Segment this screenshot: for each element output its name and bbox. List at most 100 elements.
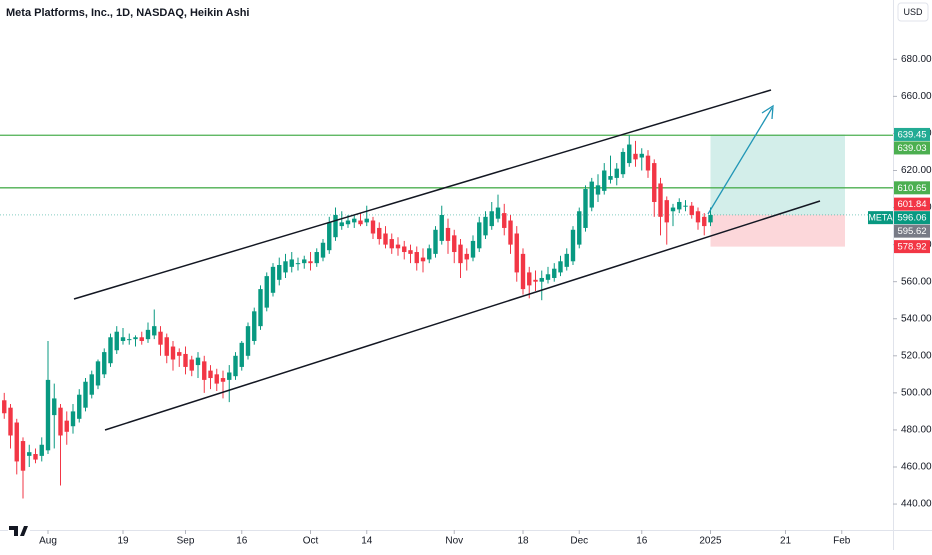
y-tick-label: 660.00 <box>901 91 932 102</box>
candle-body <box>339 222 344 227</box>
price-label-bg <box>894 211 930 225</box>
x-tick-label: 21 <box>780 536 792 547</box>
candle-body <box>708 214 713 223</box>
candle-body <box>695 211 701 223</box>
candle-body <box>358 220 363 225</box>
x-tick-label: 2025 <box>699 536 722 547</box>
candle-body <box>89 374 94 395</box>
candle-body <box>539 277 544 282</box>
candle-body <box>445 227 451 241</box>
candle-body <box>58 407 63 436</box>
candle-body <box>483 216 488 236</box>
y-tick-label: 560.00 <box>901 276 932 287</box>
candle-body <box>327 222 332 251</box>
price-label-bg <box>894 224 930 238</box>
x-tick-label: 19 <box>117 536 129 547</box>
price-label-bg <box>894 240 930 254</box>
candle-body <box>208 370 213 379</box>
candle-body <box>64 420 69 432</box>
y-tick-label: 480.00 <box>901 425 932 436</box>
x-tick-label: Sep <box>177 536 195 547</box>
channel-lower[interactable] <box>104 200 821 431</box>
candle-body <box>252 311 257 341</box>
x-tick-label: Aug <box>39 536 57 547</box>
currency[interactable]: USD <box>903 7 923 17</box>
candle-body <box>127 339 132 341</box>
logo-mark <box>9 526 28 536</box>
candle-body <box>214 374 219 384</box>
x-tick-label: Feb <box>833 536 851 547</box>
candle-body <box>420 257 426 262</box>
candle-body <box>608 176 613 180</box>
candle-body <box>295 263 301 265</box>
candle-body <box>77 394 82 419</box>
candle-body <box>377 227 382 240</box>
candle-body <box>158 331 163 345</box>
stop-zone <box>710 214 845 247</box>
candle-body <box>577 211 582 245</box>
candle-body <box>27 452 32 456</box>
candle-body <box>545 274 551 280</box>
candle-body <box>33 454 38 460</box>
candle-body <box>52 398 57 416</box>
candle-body <box>614 168 619 178</box>
price-label: 595.62 <box>897 226 926 237</box>
candle-body <box>39 444 44 456</box>
candle-body <box>477 222 482 249</box>
candle-body <box>458 244 463 264</box>
price-label: 601.84 <box>897 199 926 210</box>
candle-body <box>70 411 76 427</box>
candle-body <box>683 205 688 207</box>
candle-body <box>308 261 313 264</box>
candle-body <box>558 261 563 273</box>
candle-body <box>564 253 569 267</box>
candle-body <box>395 244 401 249</box>
currency-box[interactable] <box>897 2 929 22</box>
price-label-bg <box>894 181 930 195</box>
candle-body <box>177 352 182 356</box>
candle-body <box>352 218 357 223</box>
candle-body <box>627 144 632 164</box>
candle-body <box>595 185 601 195</box>
candle-body <box>589 181 594 208</box>
price-labels: 639.45 639.03 610.65 601.84 596.06 META 595.62… <box>868 127 930 254</box>
candle-body <box>389 239 394 249</box>
drawings[interactable] <box>73 89 821 431</box>
candle-body <box>383 233 388 245</box>
candle-body <box>527 272 532 286</box>
candle-body <box>427 248 432 260</box>
price-label-bg <box>894 141 930 155</box>
candles <box>2 135 713 499</box>
logo[interactable] <box>8 524 30 538</box>
candle-body <box>470 240 476 258</box>
candle-body <box>570 229 576 262</box>
candle-body <box>345 220 351 225</box>
channel-upper[interactable] <box>73 89 772 300</box>
symbol-tag: META <box>868 213 892 223</box>
candle-body <box>677 201 682 210</box>
candle-body <box>95 361 101 386</box>
candle-body <box>220 378 226 382</box>
candle-body <box>664 200 669 223</box>
price-label: 639.45 <box>897 129 926 140</box>
candle-body <box>83 381 88 408</box>
symbol-tag-bg <box>868 211 893 225</box>
candle-body <box>333 214 338 238</box>
candle-body <box>464 253 469 260</box>
candle-body <box>102 352 107 375</box>
price-label-bg <box>894 127 930 141</box>
position-tool[interactable] <box>710 134 846 247</box>
price-label: 610.65 <box>897 183 926 194</box>
candle-body <box>520 253 526 290</box>
candle-body <box>652 163 657 202</box>
candle-body <box>283 261 288 273</box>
target-zone <box>710 134 845 215</box>
candle-body <box>8 407 13 436</box>
x-tick-label: 14 <box>361 536 373 547</box>
candle-body <box>227 372 232 380</box>
candle-body <box>514 233 519 273</box>
projection-arrow[interactable] <box>707 107 773 215</box>
y-tick-label: 520.00 <box>901 350 932 361</box>
candle-body <box>433 229 438 254</box>
